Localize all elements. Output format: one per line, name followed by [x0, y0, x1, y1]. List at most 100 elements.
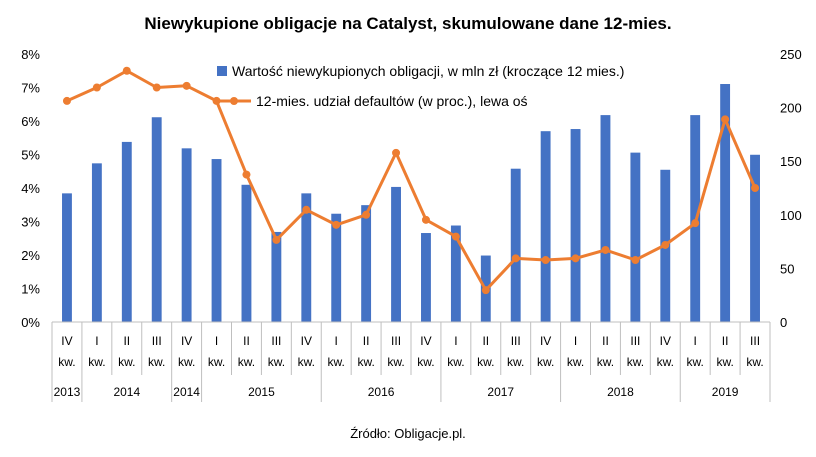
bar	[570, 129, 581, 322]
quarter-label: III	[152, 334, 162, 348]
quarter-suffix-label: kw.	[357, 355, 374, 369]
quarter-label: IV	[420, 334, 431, 348]
quarter-suffix-label: kw.	[687, 355, 704, 369]
quarter-suffix-label: kw.	[58, 355, 75, 369]
line-point	[631, 256, 640, 265]
line-point	[421, 215, 430, 224]
year-label: 2015	[248, 385, 275, 399]
bar	[450, 225, 461, 322]
quarter-suffix-label: kw.	[657, 355, 674, 369]
bar	[361, 205, 372, 322]
line-point	[721, 115, 730, 124]
left-tick-label: 7%	[21, 81, 40, 96]
quarter-suffix-label: kw.	[118, 355, 135, 369]
year-label: 2017	[487, 385, 514, 399]
quarter-label: III	[271, 334, 281, 348]
right-tick-label: 150	[780, 154, 802, 169]
quarter-label: II	[602, 334, 609, 348]
quarter-suffix-label: kw.	[328, 355, 345, 369]
bar	[211, 159, 222, 322]
left-tick-label: 5%	[21, 148, 40, 163]
line-point	[451, 232, 460, 241]
quarter-suffix-label: kw.	[268, 355, 285, 369]
line-point	[661, 240, 670, 249]
bar	[391, 186, 401, 322]
line-point	[481, 286, 490, 295]
quarter-suffix-label: kw.	[477, 355, 494, 369]
line-point	[302, 205, 311, 214]
left-tick-label: 4%	[21, 181, 40, 196]
quarter-suffix-label: kw.	[567, 355, 584, 369]
right-tick-label: 0	[780, 315, 787, 330]
chart-title: Niewykupione obligacje na Catalyst, skum…	[144, 14, 671, 33]
quarter-label: I	[574, 334, 577, 348]
series-line	[66, 69, 757, 292]
left-axis-ticks: 0% 1% 2% 3% 4% 5% 6% 7% 8%	[21, 47, 40, 330]
legend-line-label: 12-mies. udział defaultów (w proc.), lew…	[256, 93, 528, 109]
left-tick-label: 8%	[21, 47, 40, 62]
quarter-suffix-label: kw.	[716, 355, 733, 369]
quarter-label: III	[750, 334, 760, 348]
quarter-label: IV	[301, 334, 312, 348]
year-label: 2018	[607, 385, 634, 399]
line-point	[62, 96, 71, 105]
quarter-suffix-label: kw.	[88, 355, 105, 369]
quarter-label: III	[391, 334, 401, 348]
bar	[62, 193, 72, 322]
line-point	[122, 66, 131, 75]
line-point	[362, 210, 371, 219]
right-tick-label: 50	[780, 261, 794, 276]
quarter-label: I	[694, 334, 697, 348]
bar	[181, 148, 192, 322]
left-tick-label: 6%	[21, 114, 40, 129]
bar	[151, 117, 162, 322]
quarter-suffix-label: kw.	[597, 355, 614, 369]
bar	[630, 152, 641, 322]
quarter-label: I	[454, 334, 457, 348]
quarter-suffix-label: kw.	[537, 355, 554, 369]
quarter-suffix-label: kw.	[298, 355, 315, 369]
left-tick-label: 0%	[21, 315, 40, 330]
legend-bar-swatch	[217, 66, 227, 76]
left-tick-label: 1%	[21, 282, 40, 297]
line-point	[571, 254, 580, 263]
year-label: 2019	[712, 385, 739, 399]
quarter-suffix-label: kw.	[238, 355, 255, 369]
quarter-label: IV	[540, 334, 551, 348]
line-point	[392, 148, 401, 157]
quarter-suffix-label: kw.	[417, 355, 434, 369]
line-point	[541, 256, 550, 265]
bar	[121, 141, 132, 322]
quarter-label: II	[482, 334, 489, 348]
bar	[750, 154, 760, 322]
right-axis-ticks: 0 50 100 150 200 250	[780, 47, 802, 330]
quarter-label: I	[335, 334, 338, 348]
bar	[271, 231, 282, 322]
line-point	[182, 81, 191, 90]
bar-series	[62, 84, 760, 323]
bar	[421, 233, 431, 322]
quarter-suffix-label: kw.	[208, 355, 225, 369]
quarter-label: IV	[660, 334, 671, 348]
bar	[540, 131, 551, 322]
quarter-label: IV	[181, 334, 192, 348]
quarter-suffix-label: kw.	[387, 355, 404, 369]
line-point	[152, 83, 161, 92]
quarter-suffix-label: kw.	[746, 355, 763, 369]
quarter-suffix-label: kw.	[178, 355, 195, 369]
right-tick-label: 100	[780, 208, 802, 223]
right-tick-label: 250	[780, 47, 802, 62]
line-series	[62, 66, 760, 295]
quarter-label: III	[511, 334, 521, 348]
line-point	[272, 235, 281, 244]
bar	[331, 213, 342, 322]
year-label: 2016	[368, 385, 395, 399]
year-label: 2014	[113, 385, 140, 399]
right-tick-label: 200	[780, 101, 802, 116]
bar	[91, 163, 102, 322]
line-point	[751, 184, 760, 192]
quarter-label: I	[215, 334, 218, 348]
quarter-label: II	[363, 334, 370, 348]
